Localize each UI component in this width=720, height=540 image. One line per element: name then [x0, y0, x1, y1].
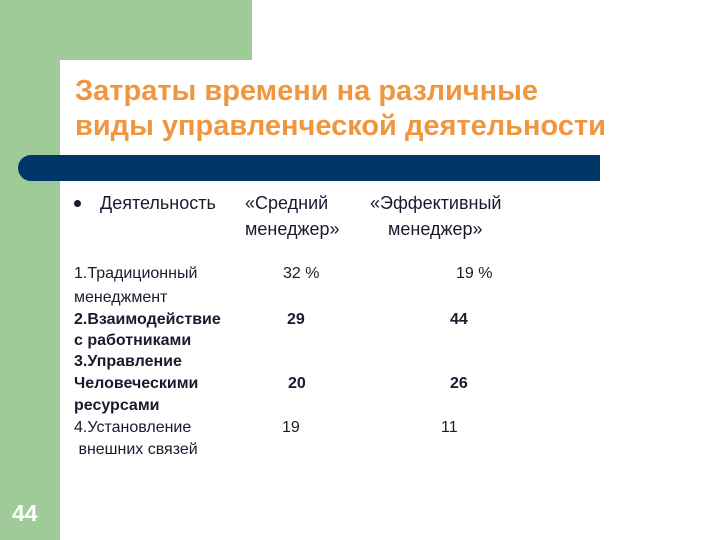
header-avg-line2: менеджер»: [245, 219, 340, 239]
row-3-label-line3: ресурсами: [74, 397, 160, 414]
row-4-avg: 19: [282, 419, 300, 436]
top-green-block: [0, 0, 252, 60]
row-1-label-line2: менеджмент: [74, 289, 168, 306]
row-4-label-line2: внешних связей: [74, 441, 198, 458]
row-1-label-line1: 1.Традиционный: [74, 265, 198, 282]
header-avg-line1: «Средний: [245, 193, 329, 213]
header-eff-line2: менеджер»: [388, 219, 483, 239]
divider-bar-end: [580, 155, 600, 181]
divider-bar: [18, 155, 600, 181]
row-3-label-line2: Человеческими: [74, 375, 199, 392]
content-corner: [60, 60, 120, 120]
row-1-avg: 32 %: [283, 265, 320, 282]
bullet-icon: [74, 200, 81, 207]
row-3-label-line1: 3.Управление: [74, 353, 182, 370]
row-2-eff: 44: [450, 311, 468, 328]
row-3-avg: 20: [288, 375, 306, 392]
slide-title: Затраты времени на различные виды управл…: [75, 74, 705, 144]
slide-number: 44: [12, 500, 38, 526]
header-activity: Деятельность: [100, 193, 216, 213]
title-line-2: виды управленческой деятельности: [75, 110, 606, 142]
row-2-label-line1: 2.Взаимодействие: [74, 311, 221, 328]
header-eff-line1: «Эффективный: [370, 193, 502, 213]
title-line-1: Затраты времени на различные: [75, 75, 539, 107]
row-2-avg: 29: [287, 311, 305, 328]
row-3-eff: 26: [450, 375, 468, 392]
row-1-eff: 19 %: [456, 265, 493, 282]
left-green-strip: [0, 0, 60, 540]
row-4-label-line1: 4.Установление: [74, 419, 192, 436]
row-4-eff: 11: [441, 419, 458, 436]
row-2-label-line2: с работниками: [74, 332, 192, 349]
